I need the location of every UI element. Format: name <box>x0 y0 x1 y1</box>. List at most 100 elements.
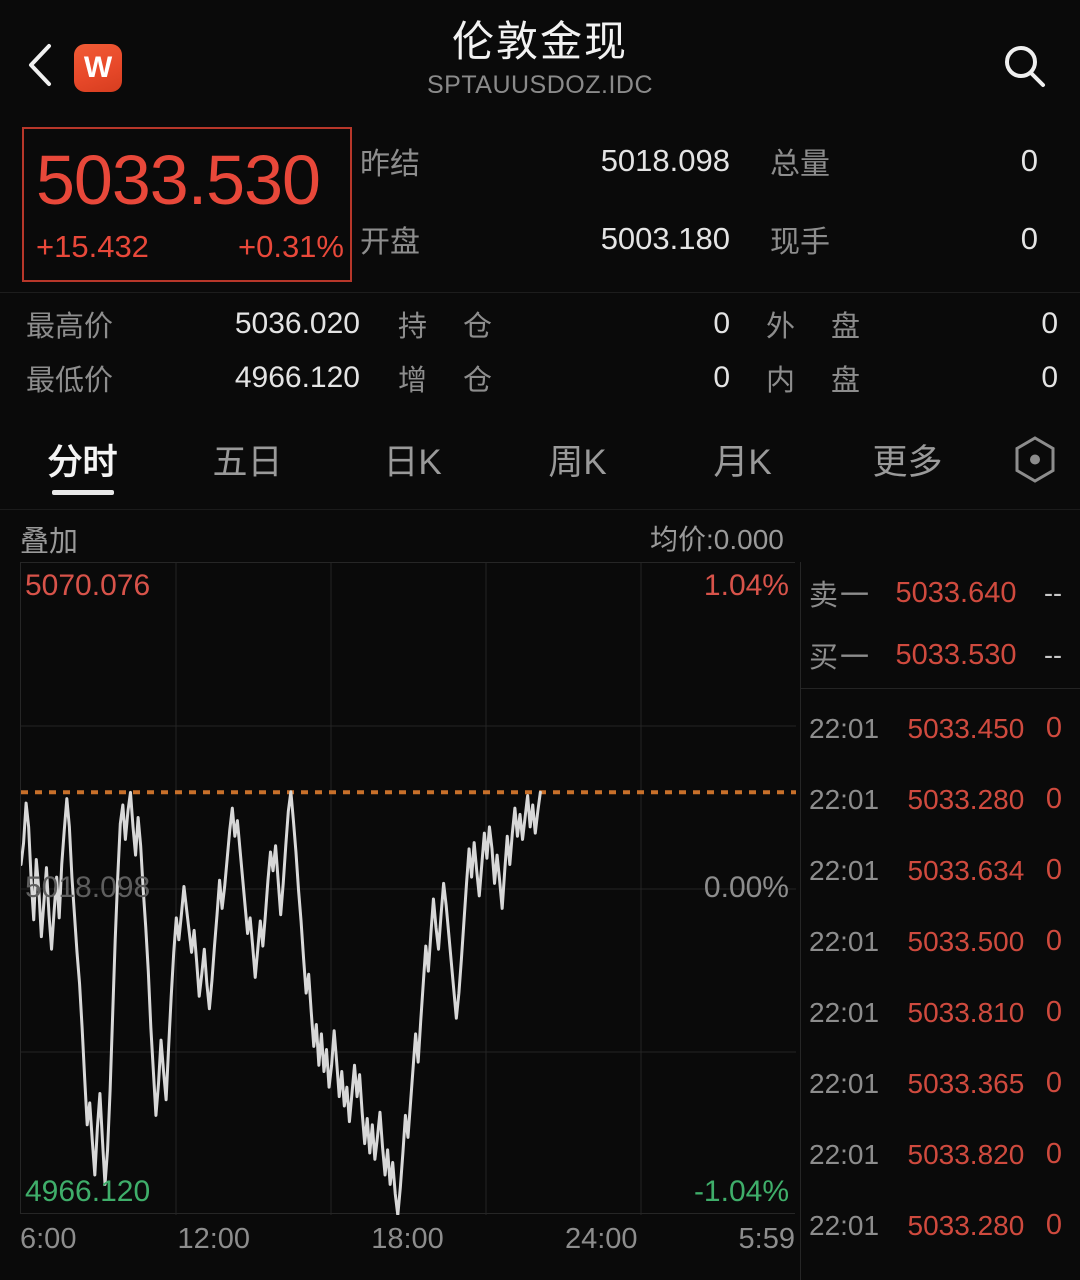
trade-tick-row[interactable]: 22:01 5033.280 0 <box>801 764 1080 835</box>
order-book-bid-row[interactable]: 买一 5033.530 -- <box>801 624 1080 686</box>
trade-tick-price: 5033.280 <box>907 1209 1025 1241</box>
app-header: W 伦敦金现 SPTAUUSDOZ.IDC <box>0 0 1080 122</box>
order-book-ask-row[interactable]: 卖一 5033.640 -- <box>801 562 1080 624</box>
stat-label-low: 最低价 <box>26 365 114 397</box>
stats-grid-bottom: 最高价 5036.020 持 仓 0 外 盘 0 最低价 4966.120 增 … <box>0 292 1080 405</box>
overlay-button[interactable]: 叠加 <box>20 526 79 558</box>
instrument-symbol: SPTAUUSDOZ.IDC <box>427 71 653 100</box>
tab-monthly-k[interactable]: 月K <box>660 410 825 509</box>
order-book-label: 卖一 <box>809 580 872 612</box>
tab-five-day[interactable]: 五日 <box>165 410 330 509</box>
trade-tick-volume: 0 <box>1045 1138 1062 1170</box>
stat-label-open: 开盘 <box>360 226 420 259</box>
last-price: 5033.530 <box>36 141 321 219</box>
trade-tick-time: 22:01 <box>809 925 880 957</box>
brand-logo-label: W <box>83 51 113 84</box>
stat-label-volume: 总量 <box>770 148 830 181</box>
axis-label-bottom-right: -1.04% <box>693 1175 789 1208</box>
stat-label-high: 最高价 <box>26 311 114 343</box>
trade-tick-price: 5033.810 <box>907 996 1025 1028</box>
trade-tick-volume: 0 <box>1045 925 1062 957</box>
time-axis-tick: 18:00 <box>371 1223 444 1255</box>
stat-label-current-hand: 现手 <box>770 226 830 259</box>
axis-label-middle-right: 0.00% <box>703 871 789 904</box>
tab-label: 五日 <box>212 443 283 482</box>
trade-tick-price: 5033.634 <box>907 854 1025 886</box>
stat-value-volume: 0 <box>1020 143 1038 178</box>
stat-value-inner-market: 0 <box>1041 361 1058 394</box>
price-line-svg <box>21 563 796 1215</box>
tab-daily-k[interactable]: 日K <box>330 410 495 509</box>
instrument-name: 伦敦金现 <box>451 17 628 66</box>
time-axis-tick: 24:00 <box>564 1223 638 1255</box>
trade-tick-time: 22:01 <box>809 783 880 815</box>
trade-tick-row[interactable]: 22:01 5033.634 0 <box>801 835 1080 906</box>
stats-row: 昨结 5018.098 总量 0 <box>360 122 1060 200</box>
search-icon[interactable] <box>996 38 1054 96</box>
trade-tick-volume: 0 <box>1045 712 1062 744</box>
order-book: 卖一 5033.640 -- 买一 5033.530 -- <box>801 562 1080 686</box>
tab-label: 更多 <box>872 443 943 482</box>
chart-section: 叠加 均价:0.000 5070.076 1.04% 5018.098 0.00… <box>0 510 1080 1280</box>
chevron-left-icon[interactable] <box>20 42 60 88</box>
tab-label: 月K <box>713 443 772 482</box>
tab-weekly-k[interactable]: 周K <box>495 410 660 509</box>
axis-label-bottom-left: 4966.120 <box>25 1175 151 1208</box>
axis-label-top-left: 5070.076 <box>25 569 151 602</box>
stat-value-current-hand: 0 <box>1020 221 1038 256</box>
trade-tick-list: 22:01 5033.450 0 22:01 5033.280 0 22:01 5033.63… <box>801 689 1080 1261</box>
average-price-readout: 均价:0.000 <box>650 524 784 555</box>
trade-tick-time: 22:01 <box>809 996 880 1028</box>
stat-label-open-interest: 持 仓 <box>398 311 507 343</box>
trade-tick-time: 22:01 <box>809 712 880 744</box>
stat-value-open: 5003.180 <box>600 221 730 256</box>
stat-value-open-interest: 0 <box>713 307 730 340</box>
trade-tick-time: 22:01 <box>809 1209 880 1241</box>
chart-toolbar: 叠加 均价:0.000 <box>0 510 1080 562</box>
order-book-price: 5033.640 <box>895 576 1017 609</box>
chart-body: 5070.076 1.04% 5018.098 0.00% 4966.120 -… <box>0 562 1080 1280</box>
tab-intraday[interactable]: 分时 <box>0 410 165 509</box>
trade-tick-volume: 0 <box>1045 783 1062 815</box>
order-book-volume: -- <box>1044 639 1062 670</box>
price-change-percent: +0.31% <box>237 229 344 264</box>
trade-tick-row[interactable]: 22:01 5033.820 0 <box>801 1119 1080 1190</box>
stats-row: 最低价 4966.120 增 仓 0 内 盘 0 <box>0 351 1080 405</box>
trade-tick-time: 22:01 <box>809 1138 880 1170</box>
last-price-box[interactable]: 5033.530 +15.432 +0.31% <box>22 127 352 282</box>
divider <box>801 688 1080 689</box>
trade-tick-row[interactable]: 22:01 5033.450 0 <box>801 693 1080 764</box>
trade-tick-row[interactable]: 22:01 5033.500 0 <box>801 906 1080 977</box>
trade-tick-row[interactable]: 22:01 5033.280 0 <box>801 1190 1080 1261</box>
trade-tick-price: 5033.820 <box>907 1138 1025 1170</box>
trade-tick-price: 5033.280 <box>907 783 1025 815</box>
trade-tick-price: 5033.500 <box>907 925 1025 957</box>
stat-value-position-change: 0 <box>713 361 730 394</box>
hexagon-gear-icon[interactable] <box>990 410 1080 509</box>
stat-label-outer-market: 外 盘 <box>766 311 875 343</box>
stat-label-position-change: 增 仓 <box>398 365 507 397</box>
intraday-price-chart[interactable]: 5070.076 1.04% 5018.098 0.00% 4966.120 -… <box>20 562 796 1215</box>
trade-tick-time: 22:01 <box>809 854 880 886</box>
tab-more[interactable]: 更多 <box>825 410 990 509</box>
trade-tick-volume: 0 <box>1045 854 1062 886</box>
quote-summary-panel: 5033.530 +15.432 +0.31% 昨结 5018.098 总量 0… <box>0 122 1080 410</box>
axis-label-top-right: 1.04% <box>703 569 789 602</box>
tab-label: 周K <box>548 443 607 482</box>
stats-row: 最高价 5036.020 持 仓 0 外 盘 0 <box>0 297 1080 351</box>
trade-tick-price: 5033.365 <box>907 1067 1025 1099</box>
stat-value-low: 4966.120 <box>234 361 360 394</box>
trade-tick-row[interactable]: 22:01 5033.365 0 <box>801 1048 1080 1119</box>
chart-period-tabs: 分时 五日 日K 周K 月K 更多 <box>0 410 1080 510</box>
stat-label-prev-close: 昨结 <box>360 148 420 181</box>
order-book-label: 买一 <box>809 642 872 674</box>
trade-tick-row[interactable]: 22:01 5033.810 0 <box>801 977 1080 1048</box>
trade-tick-volume: 0 <box>1045 1209 1062 1241</box>
stats-row: 开盘 5003.180 现手 0 <box>360 200 1060 278</box>
trade-tick-volume: 0 <box>1045 996 1062 1028</box>
trade-tick-volume: 0 <box>1045 1067 1062 1099</box>
stat-value-prev-close: 5018.098 <box>600 143 730 178</box>
time-axis-tick: 6:00 <box>20 1223 77 1255</box>
brand-logo-icon[interactable]: W <box>74 44 122 92</box>
page-title: 伦敦金现 SPTAUUSDOZ.IDC <box>0 18 1080 100</box>
